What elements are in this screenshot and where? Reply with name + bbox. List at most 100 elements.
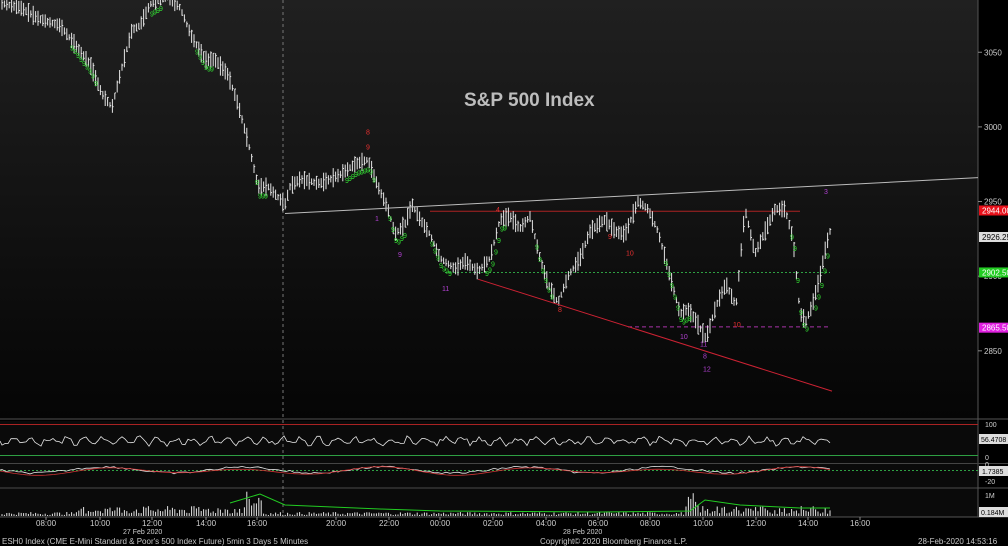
setup-count: 9 xyxy=(796,278,800,285)
setup-count: 9 xyxy=(685,318,689,325)
x-tick-label: 04:00 xyxy=(536,519,557,528)
setup-count: 9 xyxy=(676,306,680,313)
sequential-count: 8 xyxy=(366,129,370,136)
setup-count: 9 xyxy=(70,45,74,52)
price-tag xyxy=(979,322,1008,333)
setup-count: 9 xyxy=(207,67,211,74)
setup-count: 9 xyxy=(264,194,268,201)
setup-count: 9 xyxy=(366,167,370,174)
setup-count: 9 xyxy=(345,178,349,185)
setup-count: 9 xyxy=(541,268,545,275)
setup-count: 9 xyxy=(442,267,446,274)
osc2-signal-line xyxy=(0,466,831,476)
setup-count: 9 xyxy=(682,319,686,326)
setup-count: 9 xyxy=(823,268,827,275)
setup-count: 9 xyxy=(488,268,492,275)
setup-count: 9 xyxy=(79,57,83,64)
sequential-count: 8 xyxy=(703,353,707,360)
setup-count: 9 xyxy=(73,49,77,56)
setup-count: 9 xyxy=(436,256,440,263)
setup-count: 9 xyxy=(94,81,98,88)
price-tag xyxy=(979,205,1008,216)
chart-title: S&P 500 Index xyxy=(464,90,595,111)
x-tick-label: 22:00 xyxy=(379,519,400,528)
setup-count: 9 xyxy=(150,12,154,19)
setup-count: 9 xyxy=(391,227,395,234)
sequential-count: 10 xyxy=(680,334,688,341)
setup-count: 9 xyxy=(538,257,542,264)
setup-count: 9 xyxy=(85,65,89,72)
setup-count: 9 xyxy=(388,216,392,223)
setup-count: 9 xyxy=(351,174,355,181)
setup-count: 9 xyxy=(433,249,437,256)
x-tick-label: 14:00 xyxy=(798,519,819,528)
volume-tag-label: 0.184M xyxy=(981,510,1005,517)
setup-count: 9 xyxy=(258,194,262,201)
setup-count: 9 xyxy=(204,65,208,72)
setup-count: 9 xyxy=(403,233,407,240)
setup-count: 9 xyxy=(91,74,95,81)
setup-count: 9 xyxy=(159,6,163,13)
setup-count: 9 xyxy=(261,194,265,201)
price-tag-label: 2865.50 xyxy=(982,324,1008,333)
volume-bars xyxy=(1,491,831,516)
price-bars xyxy=(1,0,832,343)
setup-count: 9 xyxy=(201,60,205,67)
sequential-count: 4 xyxy=(496,207,500,214)
setup-count: 9 xyxy=(826,253,830,260)
setup-count: 9 xyxy=(210,67,214,74)
x-tick-label: 12:00 xyxy=(142,519,163,528)
setup-count: 9 xyxy=(153,10,157,17)
trendline xyxy=(284,177,979,214)
osc1-tag xyxy=(979,434,1008,444)
volume-average-line xyxy=(229,493,830,513)
price-tag-label: 2926.25 xyxy=(982,233,1008,242)
setup-count: 9 xyxy=(820,283,824,290)
price-tag xyxy=(979,231,1008,242)
setup-count: 9 xyxy=(372,178,376,185)
setup-count: 9 xyxy=(255,180,259,187)
setup-count: 9 xyxy=(673,294,677,301)
setup-count: 9 xyxy=(535,244,539,251)
setup-count: 9 xyxy=(394,238,398,245)
volume-tick: 1M xyxy=(985,493,995,500)
osc1-tick: 100 xyxy=(985,422,997,429)
x-tick-label: 10:00 xyxy=(90,519,111,528)
setup-count: 9 xyxy=(430,241,434,248)
price-tag-label: 2902.50 xyxy=(982,268,1008,277)
setup-count: 9 xyxy=(814,306,818,313)
setup-count: 9 xyxy=(503,226,507,233)
setup-count: 9 xyxy=(802,323,806,330)
setup-count: 9 xyxy=(82,61,86,68)
setup-count: 9 xyxy=(400,236,404,243)
setup-count: 9 xyxy=(357,171,361,178)
date-label: 27 Feb 2020 xyxy=(123,529,162,536)
sequential-count: 8 xyxy=(558,307,562,314)
osc2-tick: 0 xyxy=(985,462,989,469)
x-tick-label: 08:00 xyxy=(640,519,661,528)
setup-count: 9 xyxy=(500,227,504,234)
volume-pane xyxy=(0,489,978,517)
x-tick-label: 08:00 xyxy=(36,519,57,528)
sequential-count: 9 xyxy=(608,234,612,241)
setup-count: 9 xyxy=(76,53,80,60)
osc2-tag-label: 1.7385 xyxy=(982,469,1004,476)
sequential-count: 11 xyxy=(442,286,449,293)
sequential-count: 10 xyxy=(733,322,741,329)
setup-count: 9 xyxy=(547,288,551,295)
setup-count: 9 xyxy=(664,261,668,268)
setup-count: 9 xyxy=(790,235,794,242)
y-tick-label: 2950 xyxy=(984,198,1002,207)
setup-count: 9 xyxy=(679,317,683,324)
x-tick-label: 16:00 xyxy=(850,519,871,528)
setup-count: 9 xyxy=(448,271,452,278)
setup-count: 9 xyxy=(156,8,160,15)
y-tick-label: 3050 xyxy=(984,48,1002,57)
setup-count: 9 xyxy=(397,239,401,246)
x-tick-label: 14:00 xyxy=(196,519,217,528)
setup-count: 9 xyxy=(439,263,443,270)
setup-count: 9 xyxy=(494,250,498,257)
y-tick-label: 3000 xyxy=(984,123,1002,132)
sequential-count: 12 xyxy=(703,367,711,374)
